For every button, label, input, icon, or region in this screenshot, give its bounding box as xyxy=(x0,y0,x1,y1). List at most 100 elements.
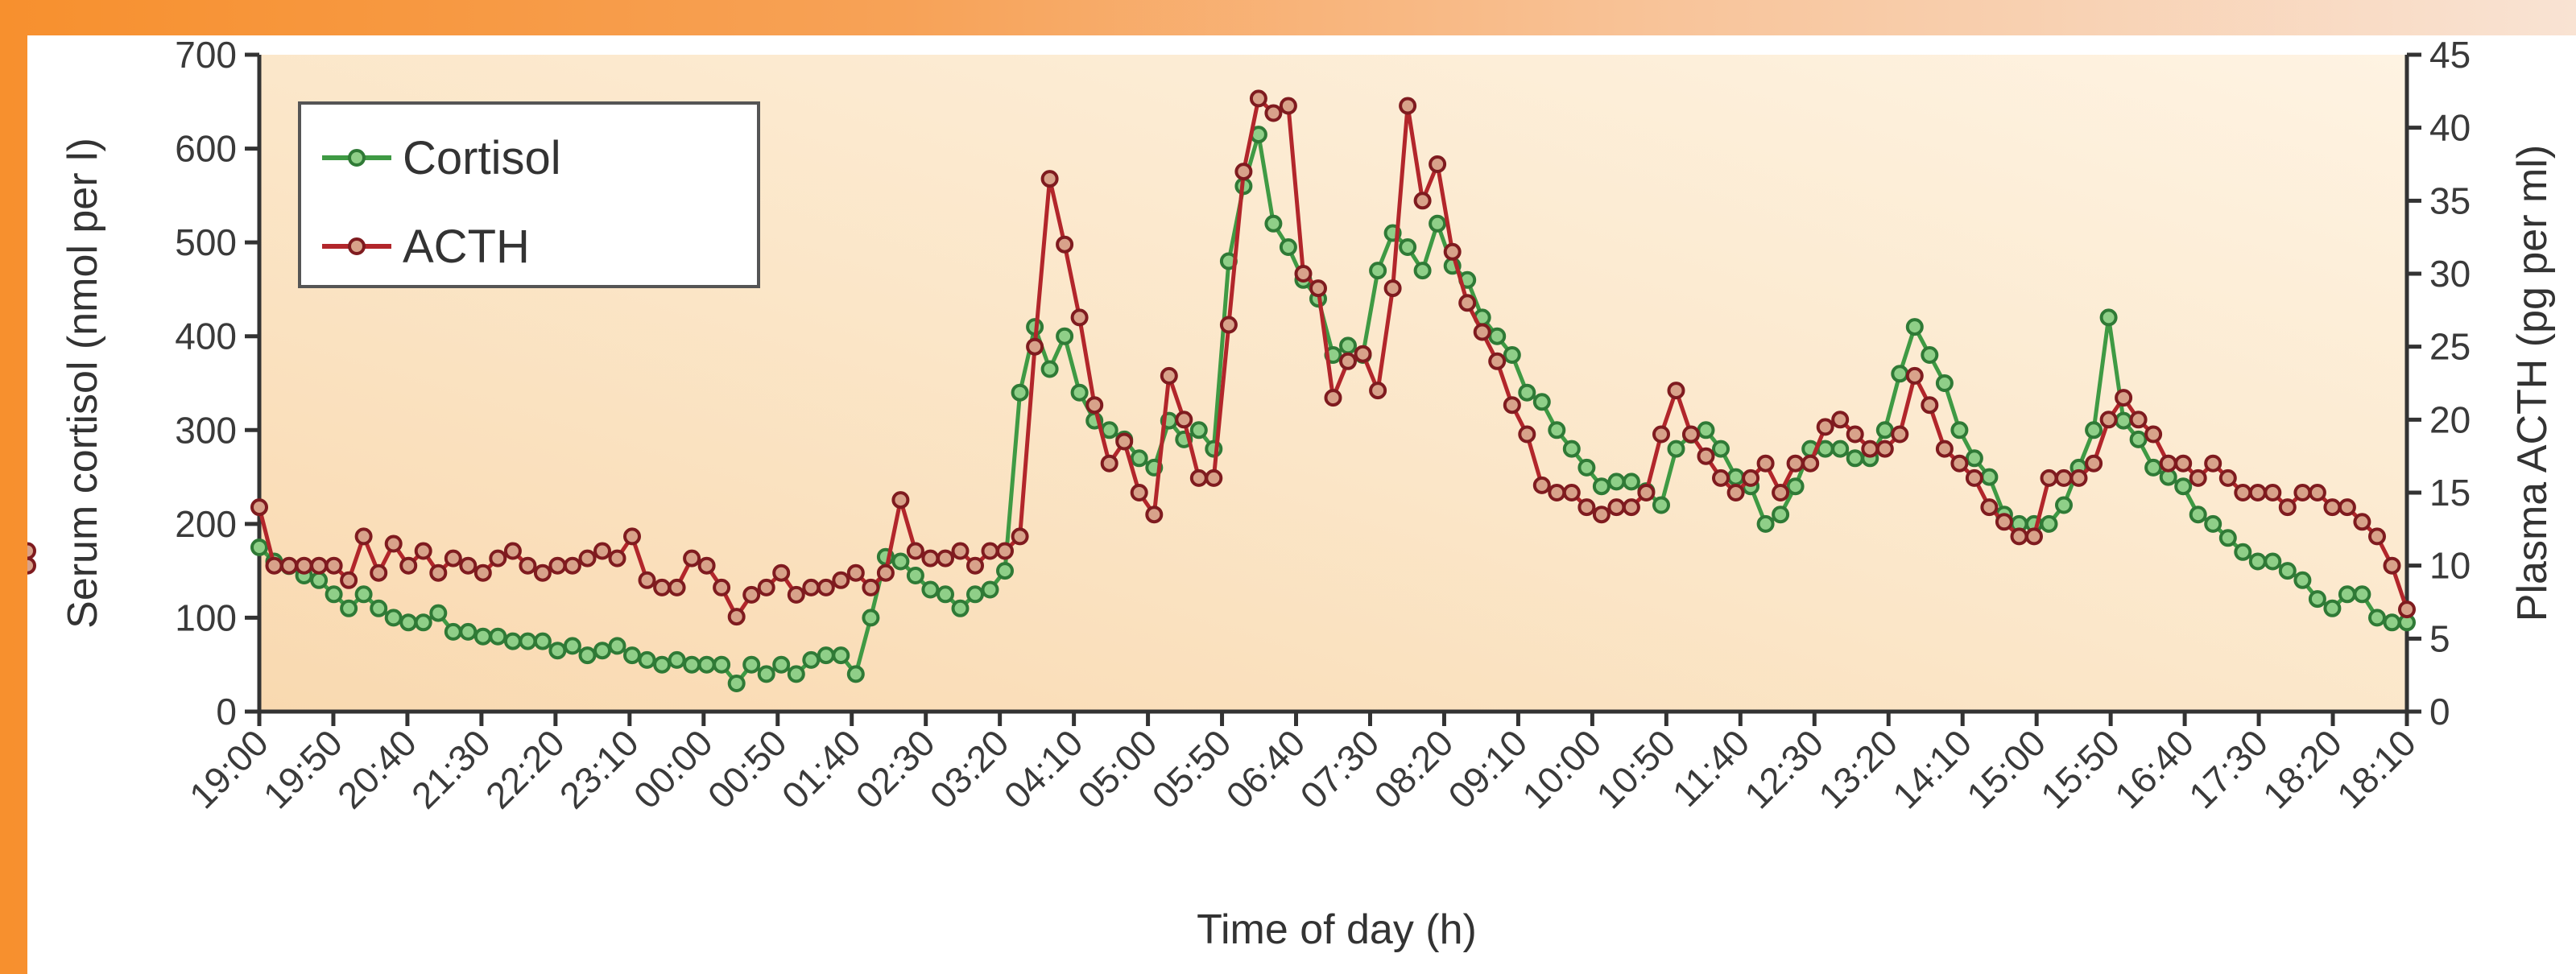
data-point-acth xyxy=(996,542,1014,560)
data-point-cortisol xyxy=(1548,421,1566,440)
data-point-cortisol xyxy=(1756,514,1775,533)
y2-tick-label: 40 xyxy=(2429,107,2471,149)
data-point-cortisol xyxy=(862,609,880,627)
data-point-cortisol xyxy=(1040,360,1059,378)
data-point-cortisol xyxy=(2368,609,2386,627)
data-point-acth xyxy=(2085,454,2103,473)
data-point-acth xyxy=(1965,468,1983,487)
data-point-acth xyxy=(1637,484,1656,501)
data-point-acth xyxy=(1622,498,1640,517)
data-point-acth xyxy=(593,542,611,560)
y2-tick-label: 0 xyxy=(2429,691,2450,733)
data-point-cortisol xyxy=(951,599,970,617)
data-point-cortisol xyxy=(1607,473,1626,491)
x-tick-label: 19:00 xyxy=(181,721,276,816)
data-point-cortisol xyxy=(2129,430,2148,448)
data-point-cortisol xyxy=(533,632,552,650)
data-point-cortisol xyxy=(1189,421,1208,440)
data-point-acth xyxy=(1205,468,1223,487)
data-point-acth xyxy=(638,571,656,589)
legend: Cortisol ACTH xyxy=(298,101,760,288)
data-point-acth xyxy=(2264,484,2282,501)
data-point-acth xyxy=(1011,527,1029,546)
data-point-acth xyxy=(1562,484,1581,501)
data-point-cortisol xyxy=(1921,346,1939,364)
y2-tick-label: 15 xyxy=(2429,472,2471,514)
y2-tick-label: 45 xyxy=(2429,35,2471,76)
data-point-acth xyxy=(937,549,954,567)
x-tick-label: 14:10 xyxy=(1884,721,1979,816)
data-point-acth xyxy=(1056,235,1074,254)
data-point-acth xyxy=(548,556,567,575)
data-point-acth xyxy=(444,549,462,567)
data-point-acth xyxy=(2055,468,2073,487)
data-point-acth xyxy=(1742,468,1760,487)
data-point-acth xyxy=(1294,265,1313,283)
data-point-acth xyxy=(519,556,537,575)
data-point-acth xyxy=(27,542,36,560)
data-point-cortisol xyxy=(1786,477,1805,496)
y2-tick-label: 10 xyxy=(2429,545,2471,587)
data-point-acth xyxy=(668,578,686,596)
data-point-acth xyxy=(1861,440,1879,458)
data-point-acth xyxy=(1950,454,1969,473)
data-point-acth xyxy=(951,542,970,560)
y-tick-label: 700 xyxy=(175,35,237,76)
x-tick-label: 10:00 xyxy=(1514,721,1609,816)
data-point-acth xyxy=(2398,600,2416,619)
data-point-acth xyxy=(1130,484,1148,501)
data-point-acth xyxy=(1726,484,1745,501)
data-point-cortisol xyxy=(742,655,761,674)
data-point-cortisol xyxy=(623,646,641,665)
data-point-cortisol xyxy=(1339,336,1357,355)
data-point-acth xyxy=(1995,513,2013,531)
data-point-cortisol xyxy=(384,609,403,627)
data-point-cortisol xyxy=(548,642,567,660)
data-point-cortisol xyxy=(921,580,940,599)
data-point-cortisol xyxy=(1577,458,1596,477)
data-point-cortisol xyxy=(1488,327,1507,345)
data-point-acth xyxy=(2040,468,2058,487)
data-point-cortisol xyxy=(593,642,611,660)
data-point-acth xyxy=(533,563,552,582)
x-tick-label: 06:40 xyxy=(1218,721,1313,816)
data-point-acth xyxy=(2115,389,2133,407)
data-point-acth xyxy=(683,549,701,567)
data-point-acth xyxy=(2234,484,2252,501)
data-point-acth xyxy=(1697,447,1715,465)
x-tick-label: 00:50 xyxy=(700,721,795,816)
data-point-acth xyxy=(1652,425,1670,444)
data-point-cortisol xyxy=(832,646,850,665)
data-point-acth xyxy=(1383,279,1402,298)
data-point-acth xyxy=(1369,382,1387,400)
x-tick-label: 01:40 xyxy=(774,721,869,816)
data-point-acth xyxy=(1189,468,1208,487)
data-point-acth xyxy=(2218,468,2237,487)
y2-tick-label: 30 xyxy=(2429,253,2471,295)
legend-box xyxy=(298,101,760,288)
data-point-acth xyxy=(832,571,850,589)
data-point-cortisol xyxy=(354,585,373,604)
data-point-cortisol xyxy=(340,599,358,617)
data-point-acth xyxy=(1085,396,1104,415)
data-point-acth xyxy=(1518,425,1536,444)
data-point-cortisol xyxy=(1712,440,1730,458)
data-point-cortisol xyxy=(325,585,343,604)
data-point-cortisol xyxy=(1130,449,1148,468)
data-point-acth xyxy=(623,527,641,546)
data-point-acth xyxy=(1935,440,1954,458)
data-point-cortisol xyxy=(1518,383,1536,402)
x-tick-label: 18:20 xyxy=(2255,721,2350,816)
data-point-acth xyxy=(2383,556,2401,575)
data-point-cortisol xyxy=(1279,238,1297,256)
data-point-acth xyxy=(1786,454,1805,473)
data-point-cortisol xyxy=(2218,529,2237,547)
data-point-cortisol xyxy=(459,622,478,641)
data-point-acth xyxy=(1905,366,1924,385)
data-point-acth xyxy=(340,571,358,589)
data-point-cortisol xyxy=(2383,613,2401,632)
data-point-cortisol xyxy=(638,650,656,669)
data-point-acth xyxy=(1816,418,1834,436)
data-point-acth xyxy=(1309,279,1327,298)
data-point-acth xyxy=(876,563,895,582)
